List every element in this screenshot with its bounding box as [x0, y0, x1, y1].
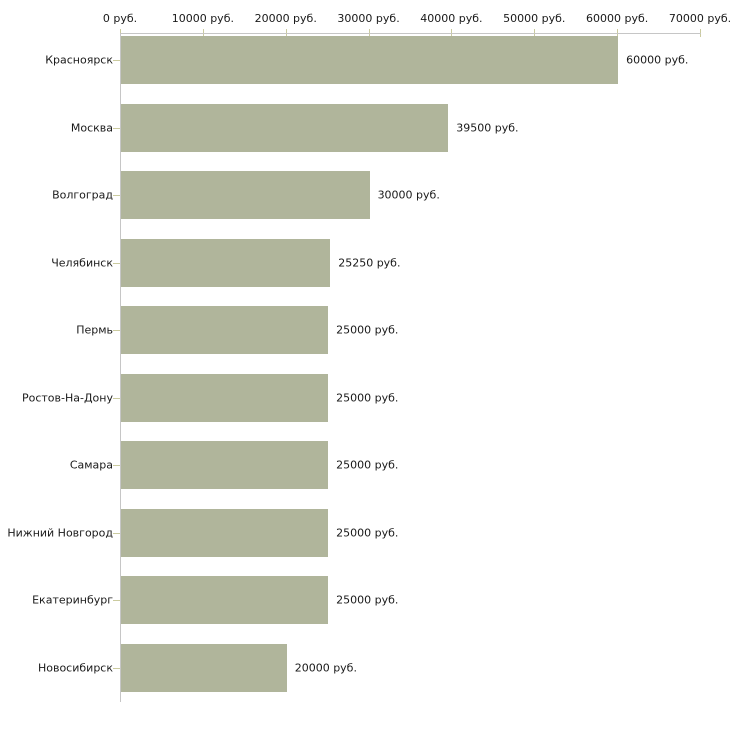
category-label: Ростов-На-Дону [21, 391, 113, 404]
bar-value-label: 25250 руб. [338, 256, 401, 269]
category-tick-mark [113, 195, 120, 196]
category-tick-mark [113, 397, 120, 399]
bar-волгоград [121, 171, 370, 219]
category-tick-mark [113, 60, 120, 61]
x-axis-tick-label: 60000 руб. [586, 12, 649, 25]
category-label: Нижний Новгород [7, 526, 113, 539]
category-tick-mark [113, 465, 120, 466]
category-label: Москва [70, 121, 113, 134]
category-tick-mark [113, 127, 120, 129]
bar-value-label: 25000 руб. [336, 323, 399, 337]
bar-value-label: 25000 руб. [336, 391, 399, 404]
bar-челябинск [121, 238, 331, 287]
x-axis-tick-label: 30000 руб. [337, 12, 400, 25]
category-tick-mark [113, 330, 120, 331]
x-axis-tick-label: 0 руб. [102, 12, 138, 25]
x-axis-tick-label: 70000 руб. [668, 12, 730, 25]
category-label: Челябинск [51, 256, 113, 269]
bar-value-label: 20000 руб. [294, 661, 357, 674]
category-label: Самара [69, 458, 113, 472]
bar-value-label: 25000 руб. [336, 593, 399, 607]
category-tick-mark [113, 667, 120, 669]
bar-нижний новгород [121, 508, 329, 557]
category-tick-mark [113, 600, 120, 601]
category-label: Екатеринбург [32, 593, 113, 607]
bar-value-label: 25000 руб. [336, 458, 399, 472]
category-tick-mark [113, 532, 120, 534]
category-label: Новосибирск [37, 661, 113, 674]
bar-value-label: 25000 руб. [336, 526, 399, 539]
bar-value-label: 60000 руб. [626, 53, 689, 67]
bar-value-label: 30000 руб. [377, 188, 440, 202]
category-label: Красноярск [45, 53, 113, 67]
bar-самара [121, 441, 329, 489]
x-axis-tick-label: 10000 руб. [171, 12, 234, 25]
bar-москва [121, 103, 449, 152]
x-axis-line [120, 33, 701, 34]
y-axis-line [120, 33, 121, 702]
bar-новосибирск [121, 643, 287, 692]
x-axis-tick-label: 40000 руб. [420, 12, 483, 25]
bar-пермь [121, 306, 329, 354]
category-label: Волгоград [52, 188, 113, 202]
bar-ростов-на-дону [121, 373, 329, 422]
bar-value-label: 39500 руб. [456, 121, 519, 134]
bar-екатеринбург [121, 576, 329, 624]
category-tick-mark [113, 262, 120, 264]
bar-красноярск [121, 36, 619, 84]
x-axis-tick-label: 20000 руб. [254, 12, 317, 25]
x-axis-tick-label: 50000 руб. [503, 12, 566, 25]
category-label: Пермь [76, 323, 113, 337]
